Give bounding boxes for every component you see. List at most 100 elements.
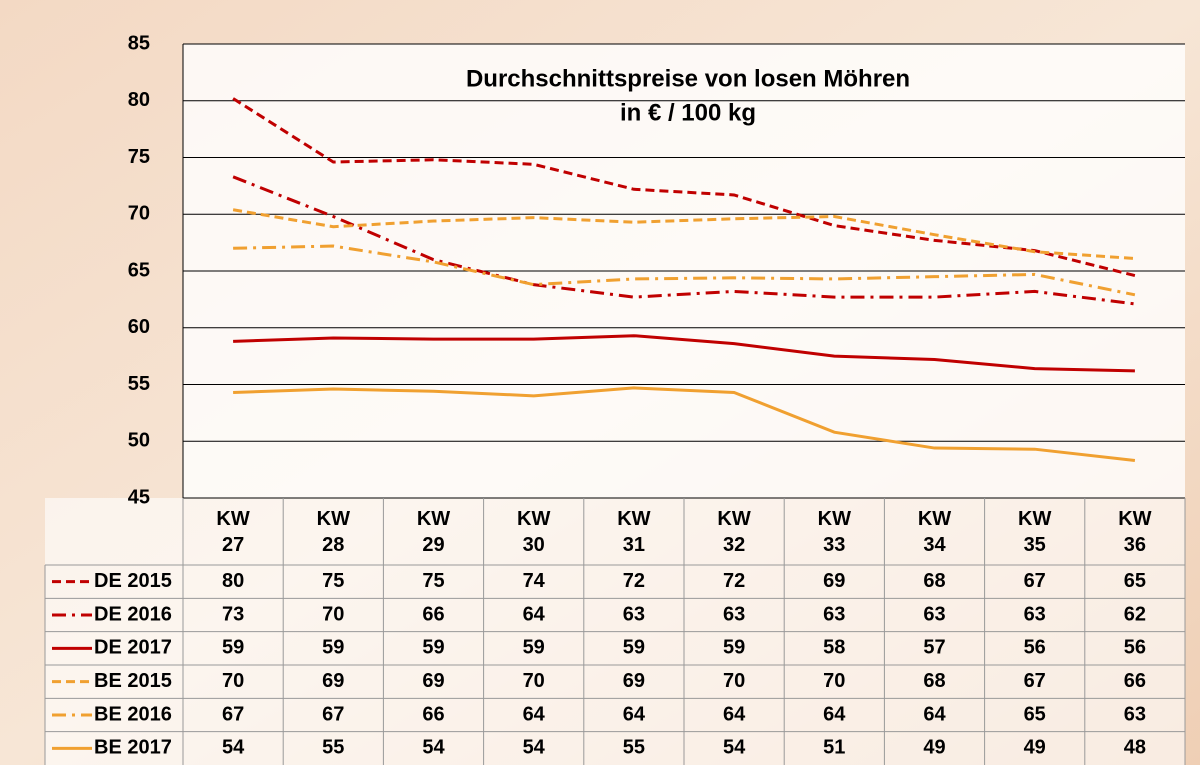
x-tick-label-line: 30: [523, 534, 545, 556]
x-tick-label-line: KW: [818, 508, 851, 530]
x-tick-label: KW 35: [1018, 508, 1051, 556]
table-value: 59: [623, 637, 645, 659]
table-value: 75: [422, 570, 444, 592]
table-value: 59: [322, 637, 344, 659]
table-value: 70: [823, 670, 845, 692]
series-line: [233, 386, 1136, 463]
table-value: 64: [523, 703, 546, 725]
table-value: 68: [923, 570, 945, 592]
legend-label: DE 2016: [94, 603, 172, 625]
x-tick-label-line: 32: [723, 534, 745, 556]
table-value: 66: [422, 603, 444, 625]
y-tick-label: 65: [128, 259, 150, 281]
table-value: 59: [422, 637, 444, 659]
x-tick-label: KW 30: [517, 508, 550, 556]
table-value: 66: [1124, 670, 1146, 692]
table-value: 65: [1024, 703, 1046, 725]
table-value: 75: [322, 570, 344, 592]
chart-title: Durchschnittspreise von losen Möhren: [466, 65, 910, 92]
y-tick-label: 60: [128, 316, 150, 338]
table-value: 70: [322, 603, 344, 625]
table-value: 54: [723, 737, 746, 759]
y-tick-label: 70: [128, 203, 150, 225]
series-line: [232, 208, 1136, 261]
legend-label: DE 2017: [94, 637, 172, 659]
table-value: 69: [823, 570, 845, 592]
table-value: 59: [523, 637, 545, 659]
table-value: 64: [523, 603, 546, 625]
table-value: 54: [523, 737, 546, 759]
table-value: 64: [623, 703, 646, 725]
x-tick-label-line: 33: [823, 534, 845, 556]
table-value: 56: [1124, 637, 1146, 659]
x-tick-label-line: KW: [517, 508, 550, 530]
series-line: [233, 334, 1135, 373]
x-tick-label-line: KW: [1118, 508, 1151, 530]
x-tick-label-line: KW: [918, 508, 951, 530]
x-tick-label: KW 28: [317, 508, 350, 556]
y-tick-label: 80: [128, 89, 150, 111]
table-value: 49: [1024, 737, 1046, 759]
x-tick-label: KW 36: [1118, 508, 1151, 556]
legend-label: BE 2017: [94, 737, 172, 759]
series-line: [232, 175, 1136, 306]
y-tick-label: 85: [128, 32, 150, 54]
x-tick-label-line: KW: [1018, 508, 1051, 530]
x-tick-label-line: 34: [923, 534, 946, 556]
table-value: 63: [723, 603, 745, 625]
x-tick-label: KW 34: [918, 508, 951, 556]
table-value: 56: [1024, 637, 1046, 659]
table-value: 80: [222, 570, 244, 592]
table-value: 67: [222, 703, 244, 725]
x-tick-label-line: KW: [417, 508, 450, 530]
table-value: 67: [1024, 570, 1046, 592]
chart-subtitle: in € / 100 kg: [620, 99, 756, 126]
table-value: 49: [923, 737, 945, 759]
table-value: 55: [623, 737, 645, 759]
series-line: [232, 97, 1136, 277]
table-value: 66: [422, 703, 444, 725]
table-value: 63: [923, 603, 945, 625]
x-tick-label-line: KW: [216, 508, 249, 530]
x-tick-label-line: 28: [322, 534, 344, 556]
table-value: 72: [623, 570, 645, 592]
table-value: 65: [1124, 570, 1146, 592]
table-value: 74: [523, 570, 546, 592]
table-value: 70: [222, 670, 244, 692]
table-value: 70: [523, 670, 545, 692]
table-value: 73: [222, 603, 244, 625]
x-tick-label: KW 27: [216, 508, 249, 556]
table-value: 67: [322, 703, 344, 725]
x-tick-label-line: 35: [1024, 534, 1046, 556]
table-value: 63: [623, 603, 645, 625]
x-tick-label-line: 36: [1124, 534, 1146, 556]
y-tick-label: 50: [128, 430, 150, 452]
table-value: 48: [1124, 737, 1146, 759]
x-tick-label-line: 31: [623, 534, 645, 556]
table-value: 64: [823, 703, 846, 725]
table-value: 70: [723, 670, 745, 692]
x-tick-label-line: 29: [422, 534, 444, 556]
x-tick-label-line: KW: [617, 508, 650, 530]
table-value: 59: [222, 637, 244, 659]
table-value: 69: [623, 670, 645, 692]
table-value: 63: [1024, 603, 1046, 625]
legend-label: BE 2016: [94, 703, 172, 725]
table-value: 69: [422, 670, 444, 692]
table-value: 54: [222, 737, 245, 759]
table-value: 63: [1124, 703, 1146, 725]
table-value: 72: [723, 570, 745, 592]
table-value: 57: [923, 637, 945, 659]
table-value: 64: [723, 703, 746, 725]
table-value: 69: [322, 670, 344, 692]
x-tick-label-line: 27: [222, 534, 244, 556]
table-value: 59: [723, 637, 745, 659]
legend-label: DE 2015: [94, 570, 172, 592]
x-tick-label-line: KW: [317, 508, 350, 530]
x-tick-label: KW 29: [417, 508, 450, 556]
x-tick-label-line: KW: [717, 508, 750, 530]
table-value: 64: [923, 703, 946, 725]
y-tick-label: 45: [128, 486, 150, 508]
table-value: 62: [1124, 603, 1146, 625]
